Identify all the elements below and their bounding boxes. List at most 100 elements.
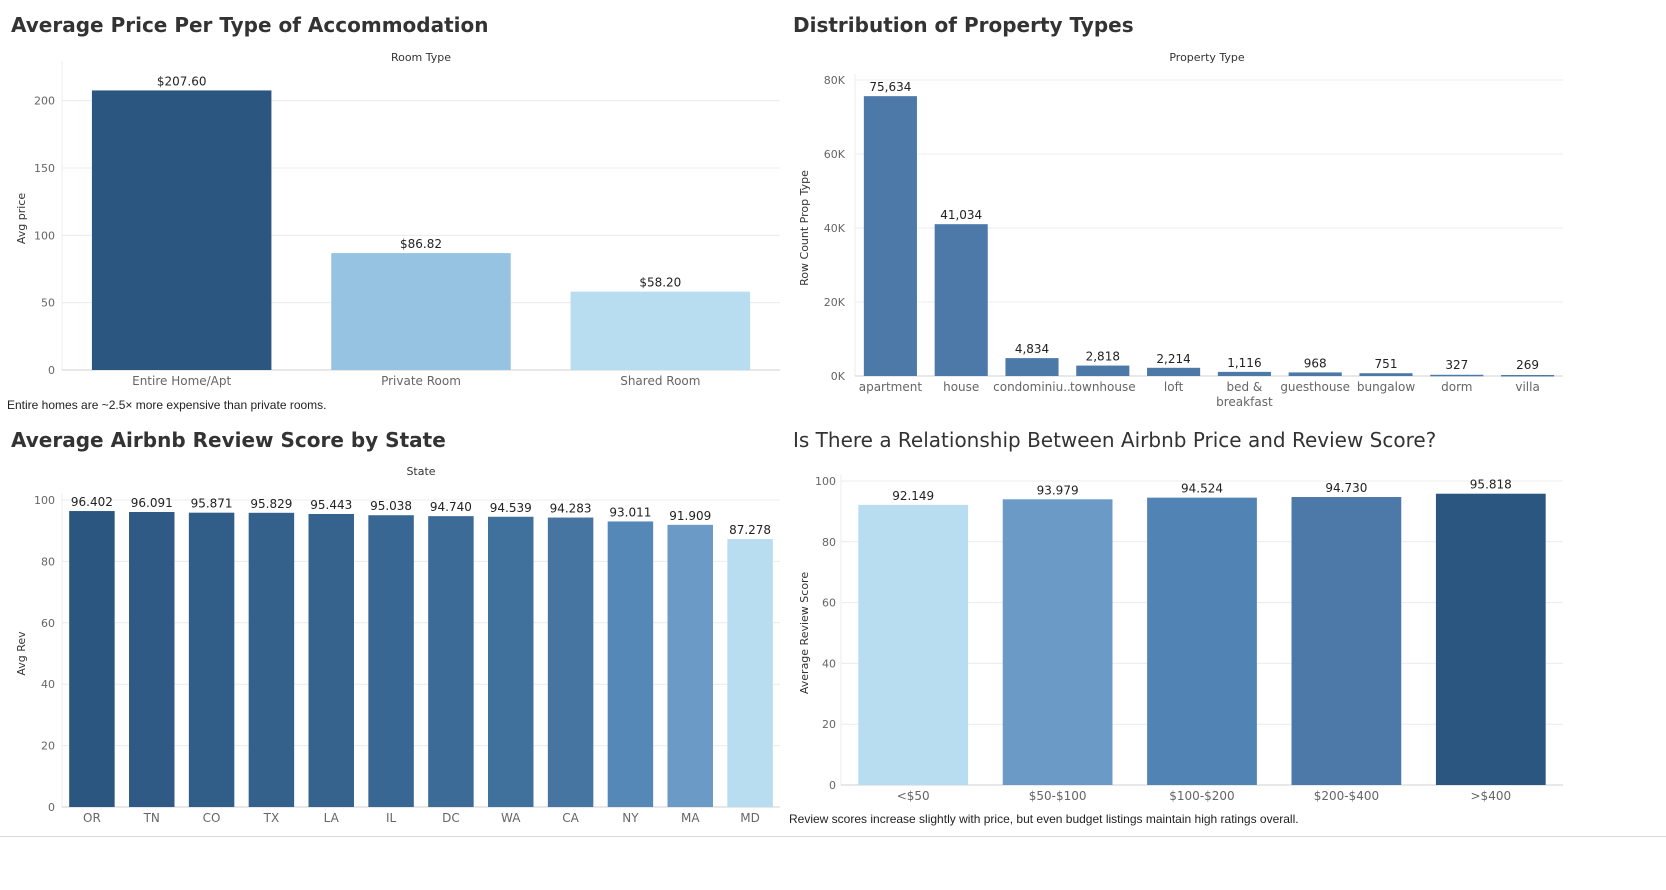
- x-tick-label: CA: [562, 811, 579, 825]
- x-tick-label: IL: [386, 811, 397, 825]
- y-tick-label: 20: [822, 718, 836, 731]
- y-tick-label: 0: [48, 364, 55, 377]
- bar-value-label: $86.82: [400, 237, 442, 251]
- chart-caption: Review scores increase slightly with pri…: [789, 812, 1299, 826]
- bar-value-label: 93.011: [609, 505, 651, 519]
- y-axis-label: Average Review Score: [798, 572, 811, 694]
- bar-value-label: 4,834: [1015, 342, 1049, 356]
- y-tick-label: 200: [34, 95, 55, 108]
- chart-title: Average Airbnb Review Score by State: [11, 428, 446, 452]
- y-tick-label: 0K: [831, 370, 846, 383]
- y-tick-label: 100: [815, 475, 836, 488]
- bar-value-label: 95.829: [250, 497, 292, 511]
- bar-value-label: 269: [1516, 358, 1539, 372]
- chart-panel-room: Average Price Per Type of Accommodation …: [0, 0, 790, 420]
- bar: [570, 291, 751, 370]
- bar-value-label: 93.979: [1037, 483, 1079, 497]
- bar: [188, 512, 235, 807]
- x-tick-label: $50-$100: [1029, 789, 1087, 803]
- bar: [69, 511, 115, 807]
- x-tick-label: loft: [1164, 380, 1184, 394]
- bar-value-label: 87.278: [729, 523, 771, 537]
- bar: [129, 512, 175, 807]
- bar: [1005, 358, 1059, 376]
- chart-title: Is There a Relationship Between Airbnb P…: [793, 428, 1437, 452]
- x-tick-label: $200-$400: [1314, 789, 1379, 803]
- axis-header: State: [406, 465, 435, 478]
- bar: [1435, 493, 1546, 785]
- property-type-chart: Property Type 0K 20K 40K 60K 80K Row Count Pro…: [798, 51, 1563, 409]
- x-tick-label: $100-$200: [1169, 789, 1234, 803]
- bar-value-label: 968: [1304, 356, 1327, 370]
- x-tick-label: WA: [501, 811, 521, 825]
- bar: [488, 516, 534, 807]
- x-tick-label: condominiu..: [993, 380, 1071, 394]
- bar-value-label: 95.443: [310, 498, 352, 512]
- x-tick-label: MA: [681, 811, 700, 825]
- bar: [1288, 372, 1342, 376]
- x-tick-label: Shared Room: [620, 374, 700, 388]
- x-tick-label: Private Room: [381, 374, 461, 388]
- axis-header: Room Type: [391, 51, 451, 64]
- bar-value-label: 2,214: [1156, 352, 1190, 366]
- bar: [428, 516, 474, 807]
- y-tick-label: 80K: [824, 74, 846, 87]
- y-tick-label: 100: [34, 229, 55, 242]
- bar-value-label: 75,634: [869, 80, 911, 94]
- bar-value-label: 41,034: [940, 208, 982, 222]
- y-tick-label: 60K: [824, 148, 846, 161]
- x-tick-label: house: [943, 380, 979, 394]
- bar-value-label: 94.524: [1181, 482, 1223, 496]
- bar: [308, 513, 354, 807]
- bar: [1359, 373, 1413, 376]
- bar-value-label: 95.871: [191, 497, 233, 511]
- bar: [368, 515, 414, 807]
- chart-panel-property: Distribution of Property Types Property …: [783, 0, 1666, 420]
- x-tick-label: townhouse: [1070, 380, 1136, 394]
- y-tick-label: 0: [48, 801, 55, 814]
- room-type-chart: Room Type 0 50 100 150 200 Avg price $207.60 Ent…: [15, 51, 780, 388]
- bar-value-label: 1,116: [1227, 356, 1261, 370]
- bar: [607, 521, 654, 807]
- bar: [667, 524, 713, 807]
- bottom-divider: [0, 836, 1666, 837]
- bar-value-label: 95.038: [370, 499, 412, 513]
- x-tick-label: apartment: [859, 380, 923, 394]
- bar-value-label: 94.539: [490, 501, 532, 515]
- x-tick-label: breakfast: [1216, 395, 1273, 409]
- x-tick-label: LA: [324, 811, 340, 825]
- x-tick-label: Entire Home/Apt: [132, 374, 231, 388]
- x-tick-label: NY: [622, 811, 639, 825]
- chart-caption: Entire homes are ~2.5× more expensive th…: [7, 398, 327, 412]
- y-tick-label: 40: [41, 678, 55, 691]
- chart-panel-price: Is There a Relationship Between Airbnb P…: [783, 425, 1666, 835]
- bar: [858, 504, 969, 785]
- bar-value-label: 96.402: [71, 495, 113, 509]
- bar-value-label: 94.730: [1325, 481, 1367, 495]
- y-axis-label: Row Count Prop Type: [798, 170, 811, 286]
- x-tick-label: <$50: [897, 789, 930, 803]
- y-tick-label: 60: [41, 617, 55, 630]
- bar-value-label: 94.740: [430, 500, 472, 514]
- x-tick-label: villa: [1515, 380, 1539, 394]
- bar-value-label: 92.149: [892, 489, 934, 503]
- bar: [1291, 497, 1402, 785]
- bar-value-label: 91.909: [669, 509, 711, 523]
- x-tick-label: MD: [740, 811, 760, 825]
- chart-title: Average Price Per Type of Accommodation: [11, 13, 489, 37]
- bar: [1076, 365, 1130, 376]
- x-tick-label: bungalow: [1357, 380, 1415, 394]
- y-tick-label: 60: [822, 597, 836, 610]
- bar: [1501, 375, 1555, 377]
- state-review-chart: State 0 20 40 60 80 100 Avg Rev 96.402 OR 96.091 TN…: [15, 465, 780, 825]
- bar-value-label: 95.818: [1470, 478, 1512, 492]
- y-axis-label: Avg price: [15, 193, 28, 244]
- y-tick-label: 0: [829, 779, 836, 792]
- bar-value-label: 96.091: [131, 496, 173, 510]
- bar: [934, 224, 988, 376]
- chart-panel-state: Average Airbnb Review Score by State Sta…: [0, 425, 790, 835]
- bar-value-label: 94.283: [550, 502, 592, 516]
- x-tick-label: >$400: [1471, 789, 1512, 803]
- bar-value-label: 2,818: [1086, 350, 1120, 364]
- bar: [727, 539, 773, 807]
